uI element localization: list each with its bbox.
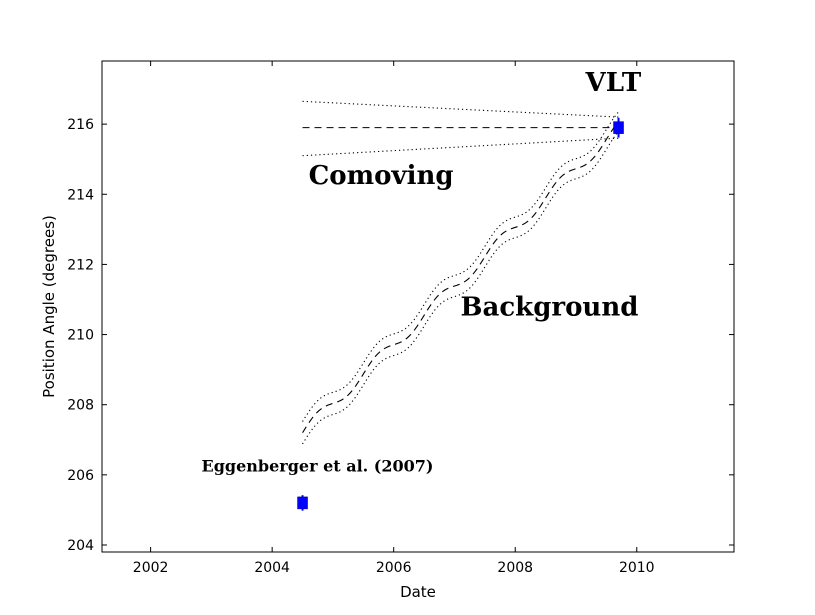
axis-ticks: 2002 2004 2006 2008 2010 204 206 208 210 212 214 21… [67, 61, 734, 576]
annotation-background: Background [461, 292, 639, 322]
y-tick-label: 210 [67, 328, 94, 344]
x-tick-label: 2002 [133, 560, 169, 576]
background-lower-bound [302, 131, 619, 445]
model-lines [302, 100, 619, 445]
x-tick-label: 2006 [376, 560, 412, 576]
y-tick-label: 204 [67, 538, 94, 554]
data-point-marker [297, 496, 308, 510]
x-tick-label: 2010 [619, 560, 655, 576]
x-axis-label: Date [400, 583, 436, 601]
y-tick-label: 206 [67, 468, 94, 484]
comoving-upper-bound [302, 100, 619, 118]
y-tick-label: 214 [67, 187, 94, 203]
comoving-lower-bound [302, 137, 619, 157]
annotation-comoving: Comoving [309, 161, 454, 191]
annotation-eggenberger: Eggenberger et al. (2007) [202, 456, 434, 475]
y-tick-label: 208 [67, 398, 94, 414]
data-points [297, 117, 624, 511]
annotation-vlt: VLT [585, 68, 642, 98]
y-tick-label: 212 [67, 257, 94, 273]
background-center-track [302, 121, 619, 434]
x-tick-label: 2008 [497, 560, 533, 576]
background-upper-bound [302, 111, 619, 422]
y-axis-label: Position Angle (degrees) [40, 215, 58, 398]
x-tick-label: 2004 [254, 560, 290, 576]
plot-frame [101, 60, 735, 553]
y-tick-label: 216 [67, 117, 94, 133]
data-point-marker [613, 121, 624, 134]
